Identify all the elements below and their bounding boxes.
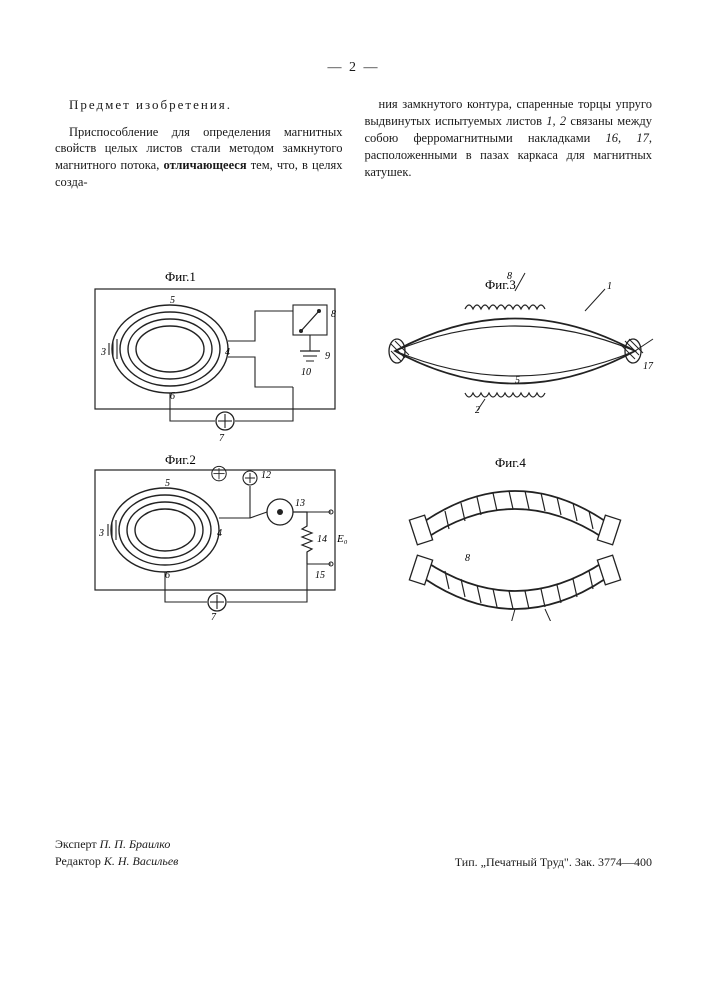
paragraph-right: ния замкнутого контура, спаренные торцы … (365, 96, 653, 180)
column-left: Предмет изобретения. Приспособление для … (55, 96, 343, 191)
svg-text:E₀: E₀ (336, 533, 348, 545)
svg-text:8: 8 (331, 309, 336, 320)
column-right: ния замкнутого контура, спаренные торцы … (365, 96, 653, 191)
svg-text:17: 17 (643, 361, 654, 372)
svg-text:5: 5 (170, 295, 175, 306)
svg-text:5: 5 (165, 478, 170, 489)
svg-text:1: 1 (607, 281, 612, 292)
printer-line: Тип. „Печатный Труд". Зак. 3774—400 (455, 855, 652, 870)
figure-4: Фиг.4 (409, 455, 620, 621)
figure-1: Фиг.1 3 5 4 6 (95, 269, 336, 444)
svg-text:6: 6 (170, 391, 175, 402)
credits-block: Эксперт П. П. Браилко Редактор К. Н. Вас… (55, 836, 178, 870)
svg-text:7: 7 (211, 612, 217, 621)
credits-expert: Эксперт П. П. Браилко (55, 836, 178, 853)
page-container: — 2 — Предмет изобретения. Приспособлени… (0, 0, 707, 1000)
svg-text:7: 7 (219, 433, 225, 444)
svg-text:6: 6 (165, 570, 170, 581)
svg-text:13: 13 (295, 498, 305, 509)
svg-text:10: 10 (301, 367, 311, 378)
svg-text:5: 5 (515, 375, 520, 386)
page-number: — 2 — (55, 60, 652, 76)
figure-3: Фиг.3 (389, 271, 654, 416)
figure-area: Фиг.1 3 5 4 6 (55, 261, 652, 621)
paragraph-left: Приспособление для определения магнитных… (55, 124, 343, 192)
text-columns: Предмет изобретения. Приспособление для … (55, 96, 652, 191)
svg-text:4: 4 (217, 528, 222, 539)
svg-text:8: 8 (465, 553, 470, 564)
svg-text:8: 8 (507, 271, 512, 282)
svg-text:4: 4 (225, 347, 230, 358)
svg-text:15: 15 (315, 570, 325, 581)
figures-svg: Фиг.1 3 5 4 6 (55, 261, 655, 621)
svg-text:3: 3 (98, 528, 104, 539)
svg-text:14: 14 (317, 534, 327, 545)
figure-2: Фиг.2 3 5 4 6 (95, 452, 348, 621)
section-title: Предмет изобретения. (55, 96, 343, 114)
svg-text:3: 3 (100, 347, 106, 358)
fig2-label: Фиг.2 (165, 452, 196, 467)
svg-text:12: 12 (261, 470, 271, 481)
fig4-label: Фиг.4 (495, 455, 526, 470)
svg-text:9: 9 (325, 351, 330, 362)
fig1-label: Фиг.1 (165, 269, 196, 284)
credits-editor: Редактор К. Н. Васильев (55, 853, 178, 870)
